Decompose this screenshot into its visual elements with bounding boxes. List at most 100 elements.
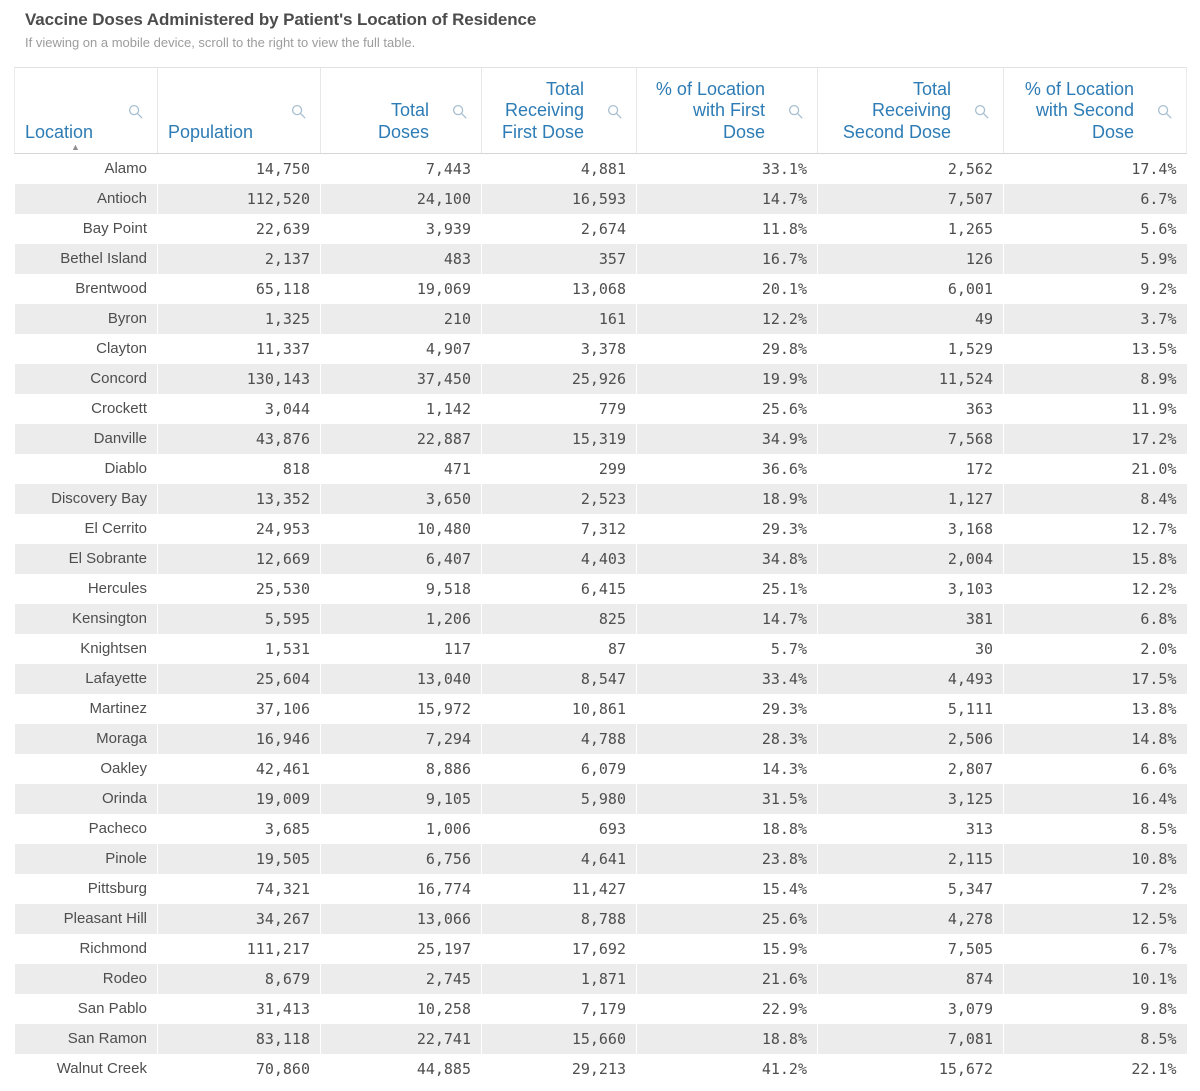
cell-total-receiving-second-dose[interactable]: 1,529: [817, 333, 1004, 364]
cell-total-receiving-first-dose[interactable]: 17,692: [481, 933, 637, 964]
cell-population[interactable]: 12,669: [157, 543, 321, 574]
cell-total-receiving-first-dose[interactable]: 15,319: [481, 423, 637, 454]
column-header-pct-of-location-with-first-dose[interactable]: % of Location with First Dose: [636, 67, 818, 154]
cell-total-receiving-first-dose[interactable]: 2,674: [481, 213, 637, 244]
cell-total-doses[interactable]: 6,756: [320, 843, 482, 874]
cell-pct-of-location-with-first-dose[interactable]: 29.3%: [636, 513, 818, 544]
cell-population[interactable]: 22,639: [157, 213, 321, 244]
cell-total-doses[interactable]: 6,407: [320, 543, 482, 574]
cell-total-receiving-first-dose[interactable]: 10,861: [481, 693, 637, 724]
cell-pct-of-location-with-first-dose[interactable]: 29.8%: [636, 333, 818, 364]
cell-total-doses[interactable]: 3,939: [320, 213, 482, 244]
column-header-total-doses[interactable]: Total Doses: [320, 67, 482, 154]
cell-total-receiving-second-dose[interactable]: 2,506: [817, 723, 1004, 754]
cell-location[interactable]: Lafayette: [14, 663, 158, 694]
cell-total-receiving-second-dose[interactable]: 5,347: [817, 873, 1004, 904]
cell-population[interactable]: 31,413: [157, 993, 321, 1024]
cell-pct-of-location-with-first-dose[interactable]: 11.8%: [636, 213, 818, 244]
cell-pct-of-location-with-second-dose[interactable]: 8.9%: [1003, 363, 1187, 394]
cell-location[interactable]: Discovery Bay: [14, 483, 158, 514]
cell-pct-of-location-with-first-dose[interactable]: 19.9%: [636, 363, 818, 394]
cell-population[interactable]: 112,520: [157, 183, 321, 214]
cell-total-receiving-second-dose[interactable]: 5,111: [817, 693, 1004, 724]
cell-population[interactable]: 24,953: [157, 513, 321, 544]
search-icon[interactable]: [1157, 103, 1172, 118]
column-header-total-receiving-second-dose[interactable]: Total Receiving Second Dose: [817, 67, 1004, 154]
cell-pct-of-location-with-first-dose[interactable]: 29.3%: [636, 693, 818, 724]
cell-location[interactable]: Rodeo: [14, 963, 158, 994]
cell-pct-of-location-with-first-dose[interactable]: 18.9%: [636, 483, 818, 514]
cell-pct-of-location-with-second-dose[interactable]: 5.9%: [1003, 243, 1187, 274]
cell-total-receiving-first-dose[interactable]: 6,079: [481, 753, 637, 784]
cell-population[interactable]: 13,352: [157, 483, 321, 514]
cell-total-receiving-second-dose[interactable]: 2,807: [817, 753, 1004, 784]
cell-pct-of-location-with-second-dose[interactable]: 6.6%: [1003, 753, 1187, 784]
cell-population[interactable]: 3,044: [157, 393, 321, 424]
cell-total-doses[interactable]: 1,006: [320, 813, 482, 844]
cell-population[interactable]: 43,876: [157, 423, 321, 454]
cell-pct-of-location-with-first-dose[interactable]: 23.8%: [636, 843, 818, 874]
search-icon[interactable]: [128, 103, 143, 118]
cell-total-doses[interactable]: 483: [320, 243, 482, 274]
cell-total-receiving-first-dose[interactable]: 4,403: [481, 543, 637, 574]
cell-pct-of-location-with-second-dose[interactable]: 22.1%: [1003, 1053, 1187, 1084]
cell-population[interactable]: 1,325: [157, 303, 321, 334]
cell-pct-of-location-with-first-dose[interactable]: 31.5%: [636, 783, 818, 814]
cell-total-receiving-second-dose[interactable]: 15,672: [817, 1053, 1004, 1084]
cell-total-receiving-first-dose[interactable]: 87: [481, 633, 637, 664]
cell-pct-of-location-with-second-dose[interactable]: 17.2%: [1003, 423, 1187, 454]
cell-total-doses[interactable]: 13,040: [320, 663, 482, 694]
cell-total-doses[interactable]: 9,518: [320, 573, 482, 604]
cell-total-doses[interactable]: 10,480: [320, 513, 482, 544]
cell-location[interactable]: Pinole: [14, 843, 158, 874]
cell-location[interactable]: Clayton: [14, 333, 158, 364]
column-header-population[interactable]: Population: [157, 67, 321, 154]
cell-location[interactable]: Knightsen: [14, 633, 158, 664]
cell-total-receiving-second-dose[interactable]: 6,001: [817, 273, 1004, 304]
cell-total-receiving-first-dose[interactable]: 779: [481, 393, 637, 424]
cell-total-receiving-second-dose[interactable]: 1,265: [817, 213, 1004, 244]
cell-location[interactable]: San Pablo: [14, 993, 158, 1024]
cell-total-doses[interactable]: 15,972: [320, 693, 482, 724]
cell-population[interactable]: 34,267: [157, 903, 321, 934]
cell-total-doses[interactable]: 8,886: [320, 753, 482, 784]
cell-pct-of-location-with-second-dose[interactable]: 5.6%: [1003, 213, 1187, 244]
cell-location[interactable]: Bay Point: [14, 213, 158, 244]
cell-total-doses[interactable]: 44,885: [320, 1053, 482, 1084]
cell-pct-of-location-with-second-dose[interactable]: 10.1%: [1003, 963, 1187, 994]
cell-population[interactable]: 1,531: [157, 633, 321, 664]
cell-total-receiving-second-dose[interactable]: 7,081: [817, 1023, 1004, 1054]
cell-total-doses[interactable]: 10,258: [320, 993, 482, 1024]
cell-pct-of-location-with-second-dose[interactable]: 17.5%: [1003, 663, 1187, 694]
cell-pct-of-location-with-first-dose[interactable]: 18.8%: [636, 1023, 818, 1054]
cell-pct-of-location-with-first-dose[interactable]: 34.8%: [636, 543, 818, 574]
cell-pct-of-location-with-second-dose[interactable]: 7.2%: [1003, 873, 1187, 904]
cell-total-doses[interactable]: 117: [320, 633, 482, 664]
cell-pct-of-location-with-first-dose[interactable]: 41.2%: [636, 1053, 818, 1084]
cell-total-receiving-first-dose[interactable]: 13,068: [481, 273, 637, 304]
cell-total-receiving-second-dose[interactable]: 4,493: [817, 663, 1004, 694]
cell-pct-of-location-with-second-dose[interactable]: 9.8%: [1003, 993, 1187, 1024]
cell-pct-of-location-with-second-dose[interactable]: 8.4%: [1003, 483, 1187, 514]
cell-total-receiving-second-dose[interactable]: 3,125: [817, 783, 1004, 814]
cell-total-receiving-second-dose[interactable]: 874: [817, 963, 1004, 994]
column-header-location[interactable]: Location ▲: [14, 67, 158, 154]
cell-total-receiving-second-dose[interactable]: 172: [817, 453, 1004, 484]
cell-pct-of-location-with-first-dose[interactable]: 22.9%: [636, 993, 818, 1024]
search-icon[interactable]: [607, 103, 622, 118]
cell-total-receiving-second-dose[interactable]: 3,103: [817, 573, 1004, 604]
cell-pct-of-location-with-second-dose[interactable]: 21.0%: [1003, 453, 1187, 484]
cell-population[interactable]: 8,679: [157, 963, 321, 994]
cell-total-receiving-second-dose[interactable]: 7,507: [817, 183, 1004, 214]
cell-location[interactable]: Richmond: [14, 933, 158, 964]
cell-population[interactable]: 65,118: [157, 273, 321, 304]
cell-location[interactable]: Kensington: [14, 603, 158, 634]
cell-population[interactable]: 70,860: [157, 1053, 321, 1084]
cell-location[interactable]: Alamo: [14, 153, 158, 184]
cell-pct-of-location-with-first-dose[interactable]: 25.1%: [636, 573, 818, 604]
cell-pct-of-location-with-first-dose[interactable]: 21.6%: [636, 963, 818, 994]
cell-total-receiving-first-dose[interactable]: 8,788: [481, 903, 637, 934]
cell-total-receiving-first-dose[interactable]: 25,926: [481, 363, 637, 394]
cell-total-receiving-first-dose[interactable]: 6,415: [481, 573, 637, 604]
column-header-total-receiving-first-dose[interactable]: Total Receiving First Dose: [481, 67, 637, 154]
